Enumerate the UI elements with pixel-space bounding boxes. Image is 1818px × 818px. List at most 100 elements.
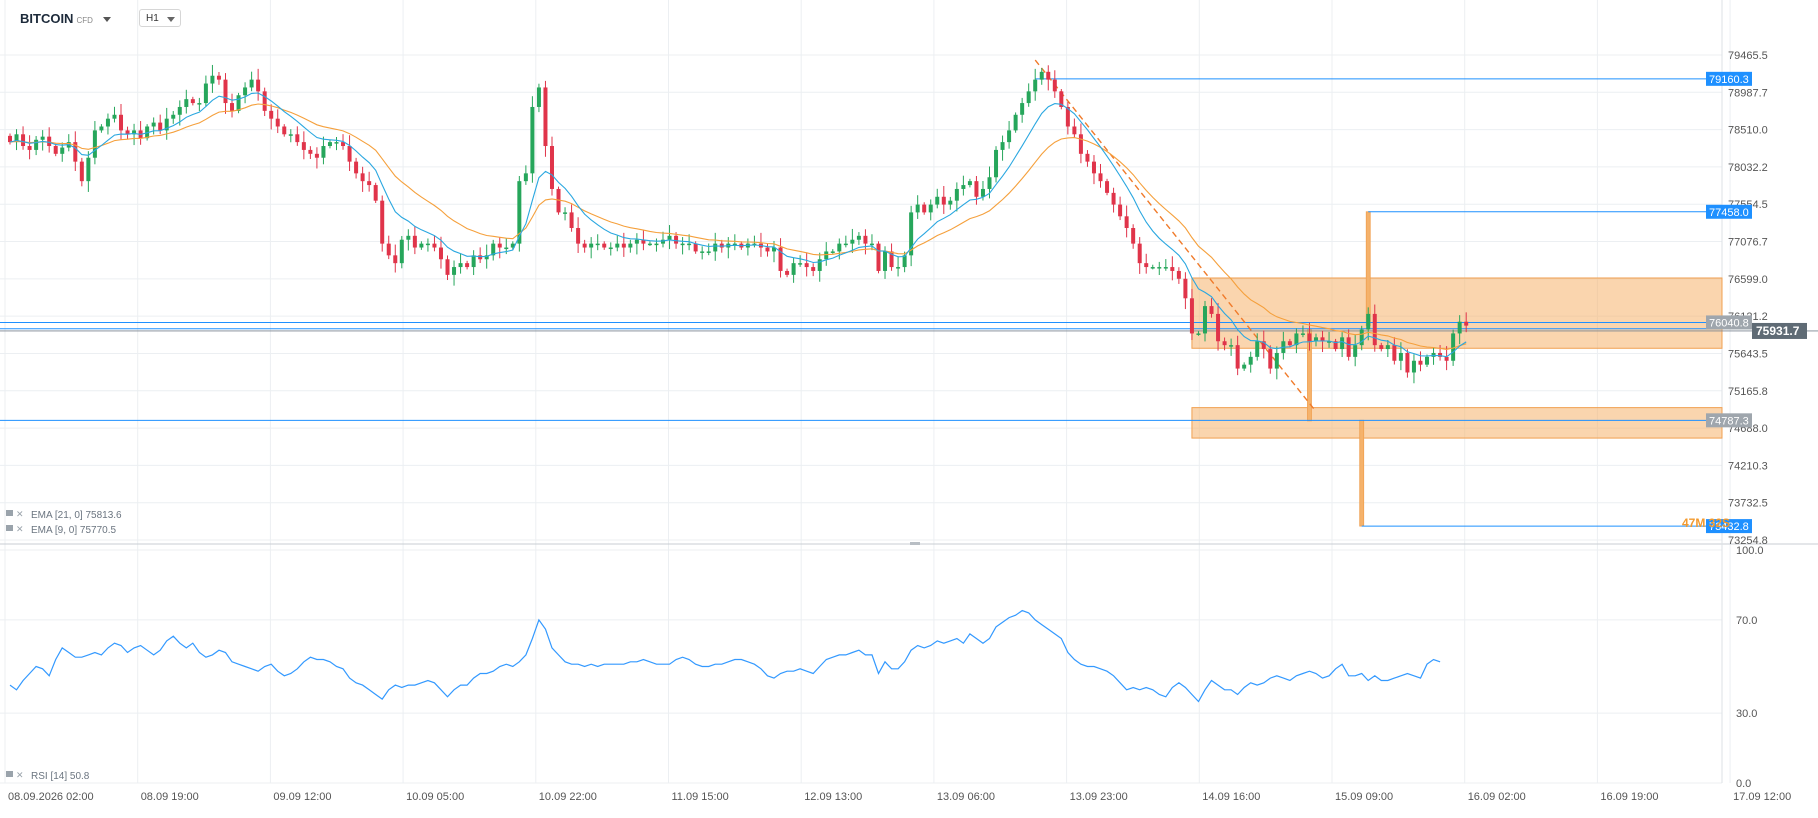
candle <box>1065 101 1070 135</box>
candles <box>8 64 1469 384</box>
candle <box>1294 328 1299 354</box>
candle-body <box>99 126 104 131</box>
candle <box>86 151 91 192</box>
candle-body <box>1039 71 1044 80</box>
candle <box>1438 344 1443 361</box>
candle-body <box>40 136 45 140</box>
candle <box>667 225 672 250</box>
candle <box>1379 342 1384 352</box>
candle <box>275 109 280 134</box>
candle <box>961 175 966 196</box>
candle-body <box>536 87 541 107</box>
candle-body <box>732 243 737 246</box>
candle-body <box>432 243 437 248</box>
rsi-line <box>9 609 1441 703</box>
candle <box>621 232 626 257</box>
candle-body <box>661 239 665 244</box>
candle-body <box>700 251 705 253</box>
candle <box>576 217 581 253</box>
candle <box>589 237 594 259</box>
candle <box>171 111 176 124</box>
candle-body <box>203 83 208 104</box>
candle <box>1464 312 1469 333</box>
candle <box>543 80 548 157</box>
candle-body <box>86 157 91 182</box>
candle-body <box>471 255 476 268</box>
candle-body <box>628 243 633 248</box>
candle <box>843 235 848 248</box>
candle-body <box>1255 341 1260 357</box>
candle-body <box>948 200 953 205</box>
candle-body <box>1372 313 1377 346</box>
candle-body <box>1222 341 1227 346</box>
candle-body <box>928 204 933 213</box>
candle <box>27 135 32 160</box>
price-tick-label: 79465.5 <box>1728 50 1768 62</box>
candle <box>491 239 496 261</box>
settings-icon <box>6 510 13 516</box>
candle-body <box>915 204 920 213</box>
candle-body <box>569 212 574 229</box>
candle-body <box>680 243 685 246</box>
price-tick-label: 78032.2 <box>1728 162 1768 174</box>
candle-body <box>1287 341 1292 346</box>
timeframe-selector[interactable]: H1 <box>139 9 181 27</box>
candle <box>412 226 417 255</box>
candle-body <box>667 235 672 240</box>
tag-77458-bg <box>1706 204 1752 219</box>
candle <box>608 242 613 256</box>
time-tick-label: 15.09 09:00 <box>1335 791 1393 803</box>
candle-body <box>772 247 777 252</box>
candle-body <box>576 228 581 244</box>
close-icon: ✕ <box>16 524 24 534</box>
candle-body <box>132 130 137 135</box>
candle-body <box>602 243 607 248</box>
candle-body <box>1346 337 1351 357</box>
candle <box>1111 187 1116 213</box>
horizontal-lines[interactable] <box>0 78 1818 527</box>
price-tick-label: 75165.8 <box>1728 386 1768 398</box>
candle-body <box>1124 216 1129 229</box>
candle-body <box>765 247 770 252</box>
candle-body <box>1300 333 1305 335</box>
price-tick-label: 77076.7 <box>1728 237 1768 249</box>
candle <box>386 235 391 260</box>
candle-body <box>1065 106 1070 127</box>
candle-body <box>510 243 515 248</box>
candle <box>1425 354 1430 368</box>
candle-body <box>1111 192 1116 205</box>
candle-body <box>863 235 868 244</box>
candle-body <box>967 181 972 186</box>
candle <box>92 121 97 165</box>
ema21-legend: EMA [21, 0] 75813.6 <box>31 510 122 521</box>
candle-body <box>380 200 385 244</box>
symbol-selector[interactable]: BITCOIN CFD <box>20 11 111 26</box>
candle <box>1046 65 1051 91</box>
candle-body <box>164 118 169 131</box>
candle-body <box>1078 134 1083 154</box>
trend-line[interactable] <box>1034 59 1317 412</box>
candle <box>569 204 574 232</box>
current-price-tag-bg <box>1752 322 1807 339</box>
candle-body <box>125 130 130 135</box>
candle <box>1372 304 1377 352</box>
candle-body <box>27 146 32 150</box>
candle-body <box>92 130 97 158</box>
candle-body <box>902 255 907 268</box>
candle <box>1183 272 1188 310</box>
candle <box>778 238 783 278</box>
candle-body <box>1085 153 1090 162</box>
candle <box>1216 303 1221 351</box>
candle <box>517 176 522 252</box>
candle-body <box>582 243 587 248</box>
candle-body <box>73 142 78 162</box>
candle-body <box>883 251 888 271</box>
candle-body <box>752 243 757 246</box>
tag-74787-bg <box>1706 413 1752 428</box>
tag-73432-bg <box>1706 519 1752 534</box>
support-resistance-zones[interactable] <box>1191 211 1723 527</box>
candle <box>510 241 515 250</box>
candle-body <box>347 146 352 162</box>
